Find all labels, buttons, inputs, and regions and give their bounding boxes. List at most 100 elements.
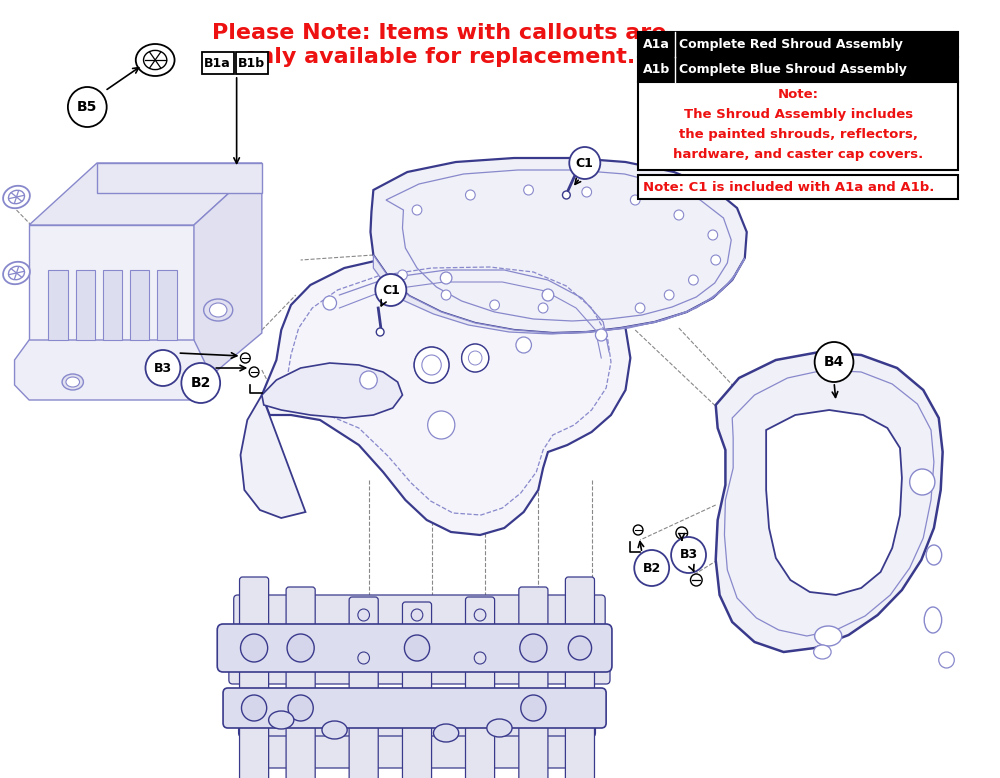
Text: Note:: Note: bbox=[778, 87, 819, 100]
Text: B5: B5 bbox=[77, 100, 97, 114]
Circle shape bbox=[468, 351, 482, 365]
Circle shape bbox=[181, 363, 220, 403]
Text: B3: B3 bbox=[679, 548, 698, 562]
Circle shape bbox=[516, 337, 531, 353]
Polygon shape bbox=[76, 270, 95, 340]
Circle shape bbox=[428, 411, 455, 439]
Polygon shape bbox=[48, 270, 68, 340]
Text: A1b: A1b bbox=[643, 63, 670, 76]
FancyBboxPatch shape bbox=[223, 688, 606, 728]
Text: B4: B4 bbox=[824, 355, 844, 369]
Ellipse shape bbox=[322, 721, 347, 739]
Ellipse shape bbox=[815, 626, 842, 646]
Circle shape bbox=[440, 272, 452, 284]
Text: B1b: B1b bbox=[238, 57, 265, 69]
Circle shape bbox=[462, 344, 489, 372]
Circle shape bbox=[241, 634, 268, 662]
FancyBboxPatch shape bbox=[243, 736, 586, 768]
Text: C1: C1 bbox=[382, 283, 400, 296]
Circle shape bbox=[358, 652, 369, 664]
Polygon shape bbox=[130, 270, 149, 340]
Circle shape bbox=[249, 367, 259, 377]
Ellipse shape bbox=[434, 724, 459, 742]
Circle shape bbox=[241, 353, 250, 363]
Text: only available for replacement.: only available for replacement. bbox=[243, 47, 635, 67]
Ellipse shape bbox=[136, 44, 175, 76]
Polygon shape bbox=[370, 158, 747, 333]
Circle shape bbox=[287, 634, 314, 662]
FancyBboxPatch shape bbox=[638, 32, 958, 57]
Ellipse shape bbox=[144, 51, 167, 69]
Text: The Shroud Assembly includes: The Shroud Assembly includes bbox=[684, 107, 913, 121]
Circle shape bbox=[939, 652, 954, 668]
Circle shape bbox=[568, 636, 592, 660]
Ellipse shape bbox=[814, 645, 831, 659]
Circle shape bbox=[490, 300, 499, 310]
Text: C1: C1 bbox=[576, 156, 594, 170]
Polygon shape bbox=[29, 163, 262, 225]
Circle shape bbox=[412, 205, 422, 215]
FancyBboxPatch shape bbox=[349, 597, 378, 778]
Ellipse shape bbox=[8, 191, 25, 204]
Circle shape bbox=[676, 527, 688, 539]
Polygon shape bbox=[97, 163, 262, 193]
Circle shape bbox=[241, 695, 267, 721]
Text: Note: C1 is included with A1a and A1b.: Note: C1 is included with A1a and A1b. bbox=[643, 180, 934, 194]
Circle shape bbox=[711, 255, 721, 265]
Circle shape bbox=[562, 191, 570, 199]
Circle shape bbox=[815, 342, 853, 382]
Circle shape bbox=[376, 328, 384, 336]
FancyBboxPatch shape bbox=[565, 577, 594, 778]
Circle shape bbox=[398, 270, 407, 280]
FancyBboxPatch shape bbox=[239, 703, 595, 737]
Circle shape bbox=[68, 87, 107, 127]
Polygon shape bbox=[15, 340, 209, 400]
FancyBboxPatch shape bbox=[402, 602, 432, 778]
FancyBboxPatch shape bbox=[638, 82, 958, 170]
FancyBboxPatch shape bbox=[217, 624, 612, 672]
Ellipse shape bbox=[269, 711, 294, 729]
Circle shape bbox=[404, 635, 430, 661]
Circle shape bbox=[569, 147, 600, 179]
Text: Complete Blue Shroud Assembly: Complete Blue Shroud Assembly bbox=[679, 63, 907, 76]
Polygon shape bbox=[373, 255, 745, 334]
Circle shape bbox=[674, 210, 684, 220]
Circle shape bbox=[474, 652, 486, 664]
Circle shape bbox=[690, 574, 702, 586]
Circle shape bbox=[664, 290, 674, 300]
Circle shape bbox=[462, 344, 489, 372]
Circle shape bbox=[524, 185, 533, 195]
Ellipse shape bbox=[924, 607, 942, 633]
Circle shape bbox=[414, 347, 449, 383]
Text: A1a: A1a bbox=[643, 38, 670, 51]
Polygon shape bbox=[766, 410, 902, 595]
Ellipse shape bbox=[3, 186, 30, 209]
Text: hardware, and caster cap covers.: hardware, and caster cap covers. bbox=[673, 148, 923, 160]
Circle shape bbox=[671, 537, 706, 573]
FancyBboxPatch shape bbox=[240, 577, 269, 778]
Ellipse shape bbox=[62, 374, 83, 390]
FancyBboxPatch shape bbox=[236, 52, 268, 74]
FancyBboxPatch shape bbox=[466, 597, 495, 778]
Ellipse shape bbox=[209, 303, 227, 317]
Circle shape bbox=[360, 371, 377, 389]
FancyBboxPatch shape bbox=[234, 595, 605, 635]
Circle shape bbox=[708, 230, 718, 240]
Polygon shape bbox=[241, 395, 305, 518]
FancyBboxPatch shape bbox=[638, 175, 958, 199]
Circle shape bbox=[910, 469, 935, 495]
FancyBboxPatch shape bbox=[202, 52, 234, 74]
Circle shape bbox=[520, 634, 547, 662]
Circle shape bbox=[474, 609, 486, 621]
Circle shape bbox=[689, 275, 698, 285]
FancyBboxPatch shape bbox=[286, 587, 315, 778]
Polygon shape bbox=[103, 270, 122, 340]
Circle shape bbox=[630, 195, 640, 205]
Text: Complete Red Shroud Assembly: Complete Red Shroud Assembly bbox=[679, 38, 903, 51]
FancyBboxPatch shape bbox=[519, 587, 548, 778]
Ellipse shape bbox=[204, 299, 233, 321]
Circle shape bbox=[542, 289, 554, 301]
Circle shape bbox=[414, 347, 449, 383]
Polygon shape bbox=[194, 163, 262, 390]
Polygon shape bbox=[262, 363, 402, 418]
